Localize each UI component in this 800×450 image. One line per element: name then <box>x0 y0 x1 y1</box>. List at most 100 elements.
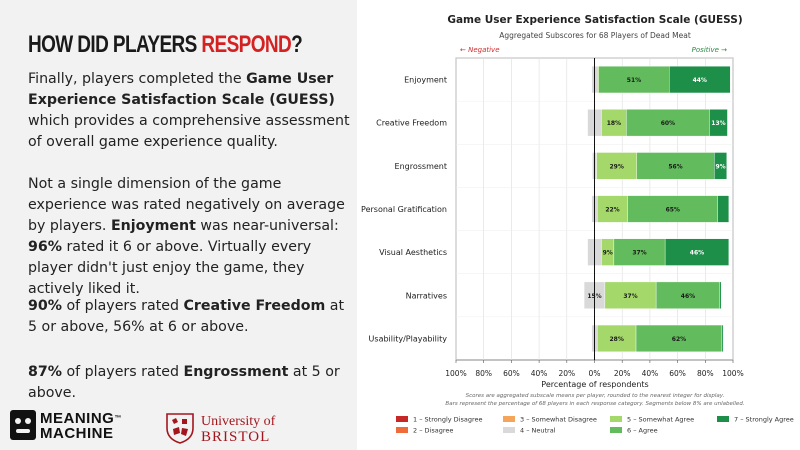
bar-segment <box>717 195 730 223</box>
legend-item: 7 – Strongly Agree <box>717 416 794 424</box>
category-label: Personal Gratification <box>361 205 447 214</box>
paragraph-summary: Not a single dimension of the game exper… <box>28 176 345 297</box>
legend-label: 6 – Agree <box>627 427 658 435</box>
heading-text: HOW DID PLAYERS <box>28 32 202 59</box>
category-label: Creative Freedom <box>376 119 447 128</box>
legend-item: 6 – Agree <box>610 427 658 435</box>
bar-segment <box>604 281 657 309</box>
bar-segment <box>598 65 670 94</box>
meaning-machine-line1: MEANING™ <box>40 410 122 427</box>
guess-likert-chart: Game User Experience Satisfaction Scale … <box>361 14 794 435</box>
data-label: 46% <box>681 293 695 300</box>
x-tick-label: 20% <box>614 369 631 378</box>
bar-segment <box>627 195 718 223</box>
chart-title: Game User Experience Satisfaction Scale … <box>447 14 742 26</box>
bar-segment <box>597 195 628 223</box>
heading-end-text: ? <box>291 32 303 59</box>
meaning-machine-face-icon <box>10 410 36 440</box>
category-label: Narratives <box>406 291 447 300</box>
data-label: 13% <box>711 120 725 127</box>
meaning-machine-logo: MEANING™ MACHINE <box>10 410 155 444</box>
chart-subtitle: Aggregated Subscores for 68 Players of D… <box>499 31 691 40</box>
legend-swatch <box>610 416 622 422</box>
legend-item: 3 – Somewhat Disagree <box>503 416 597 424</box>
bar-segment <box>635 324 723 353</box>
bristol-crest-icon <box>166 413 194 444</box>
university-of-bristol-logo: University of BRISTOL <box>165 410 295 446</box>
bar-segment <box>655 281 721 309</box>
data-label: 51% <box>627 77 641 84</box>
bar-segment <box>613 238 666 266</box>
footnote-2: Bars represent the percentage of 68 play… <box>445 401 744 407</box>
data-label: 62% <box>672 336 686 343</box>
category-label: Usability/Playability <box>369 334 448 343</box>
slide-heading: HOW DID PLAYERS RESPOND? <box>28 32 303 60</box>
bar-segment <box>596 152 637 180</box>
x-tick-label: 100% <box>722 369 743 378</box>
x-tick-label: 60% <box>503 369 520 378</box>
negative-direction-label: ← Negative <box>460 46 500 54</box>
legend-label: 3 – Somewhat Disagree <box>520 416 597 424</box>
data-label: 28% <box>609 336 623 343</box>
x-tick-label: 20% <box>558 369 575 378</box>
data-label: 46% <box>690 250 704 257</box>
data-label: 9% <box>715 163 725 170</box>
bar-segment <box>719 281 722 309</box>
legend-label: 1 – Strongly Disagree <box>413 416 483 424</box>
legend-item: 1 – Strongly Disagree <box>396 416 483 424</box>
legend-swatch <box>610 427 622 433</box>
x-tick-label: 0% <box>589 369 601 378</box>
paragraph-intro: Finally, players completed the Game User… <box>28 71 350 150</box>
positive-direction-label: Positive → <box>692 46 727 54</box>
bristol-line2: BRISTOL <box>201 429 271 445</box>
bar-segment <box>597 65 599 94</box>
legend-label: 7 – Strongly Agree <box>734 416 794 424</box>
footnote-1: Scores are aggregated subscale means per… <box>466 393 725 399</box>
paragraph-engrossment: 87% of players rated Engrossment at 5 or… <box>28 364 340 401</box>
x-tick-label: 80% <box>697 369 714 378</box>
legend-swatch <box>503 416 515 422</box>
category-label: Engrossment <box>395 162 447 171</box>
data-label: 44% <box>693 77 707 84</box>
legend-swatch <box>503 427 515 433</box>
x-tick-label: 40% <box>531 369 548 378</box>
bristol-line1: University of <box>201 414 276 429</box>
bar-segment <box>721 324 724 353</box>
legend-label: 2 – Disagree <box>413 427 453 435</box>
data-label: 37% <box>632 250 646 257</box>
heading-accent-text: RESPOND <box>201 32 292 59</box>
legend-item: 5 – Somewhat Agree <box>610 416 694 424</box>
legend-swatch <box>396 427 408 433</box>
x-tick-label: 60% <box>669 369 686 378</box>
bar-segment <box>664 238 730 266</box>
data-label: 29% <box>609 163 623 170</box>
data-label: 65% <box>666 207 680 214</box>
bar-segment <box>669 65 731 94</box>
data-label: 22% <box>605 207 619 214</box>
bar-segment <box>597 324 637 353</box>
category-label: Visual Aesthetics <box>379 248 447 257</box>
data-label: 37% <box>623 293 637 300</box>
legend-label: 5 – Somewhat Agree <box>627 416 694 424</box>
x-tick-label: 100% <box>445 369 466 378</box>
legend-item: 4 – Neutral <box>503 427 556 435</box>
meaning-machine-line2: MACHINE <box>40 425 114 442</box>
data-label: 18% <box>607 120 621 127</box>
text-panel: HOW DID PLAYERS RESPOND? Finally, player… <box>0 0 357 450</box>
bar-segment <box>601 109 627 137</box>
bar-segment <box>714 152 727 180</box>
x-axis-label: Percentage of respondents <box>541 380 648 389</box>
paragraph-creative-freedom: 90% of players rated Creative Freedom at… <box>28 298 345 335</box>
x-tick-label: 40% <box>642 369 659 378</box>
bar-segment <box>626 109 710 137</box>
legend-label: 4 – Neutral <box>520 427 556 435</box>
bar-segment <box>709 109 728 137</box>
legend-swatch <box>396 416 408 422</box>
legend-item: 2 – Disagree <box>396 427 453 435</box>
legend-swatch <box>717 416 729 422</box>
category-label: Enjoyment <box>404 76 447 85</box>
data-label: 56% <box>668 163 682 170</box>
x-tick-label: 80% <box>475 369 492 378</box>
data-label: 9% <box>603 250 613 257</box>
data-label: 60% <box>661 120 675 127</box>
